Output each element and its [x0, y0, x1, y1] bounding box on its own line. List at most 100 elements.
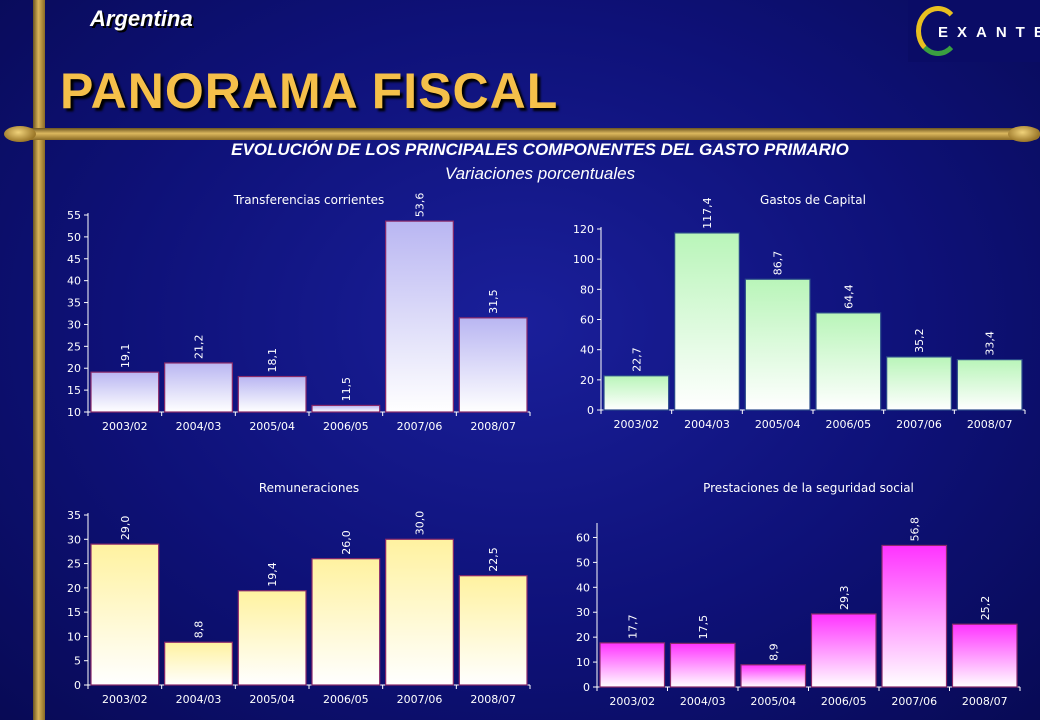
chart-title: Gastos de Capital: [760, 193, 866, 207]
y-tick-label: 35: [67, 297, 81, 310]
x-tick-label: 2008/07: [470, 693, 516, 706]
bar-2003/02: [599, 642, 666, 688]
y-tick-label: 80: [580, 283, 594, 296]
y-tick-label: 55: [67, 209, 81, 222]
bar-2008/07: [458, 317, 528, 413]
chart-title: Prestaciones de la seguridad social: [703, 481, 914, 495]
bar-2003/02: [90, 543, 160, 686]
bar-2003/02: [603, 375, 670, 411]
data-label: 29,3: [838, 585, 851, 610]
y-tick-label: 40: [580, 344, 594, 357]
y-tick-label: 25: [67, 340, 81, 353]
bar-2003/02: [90, 371, 160, 413]
data-label: 8,9: [767, 643, 780, 661]
x-tick-label: 2006/05: [323, 420, 369, 433]
chart-title: Transferencias corrientes: [233, 193, 385, 207]
x-tick-label: 2004/03: [176, 420, 222, 433]
chart-prestaciones-svg: Prestaciones de la seguridad social 0 10 20…: [576, 481, 1021, 708]
y-tick-label: 0: [587, 404, 594, 417]
data-label: 21,2: [193, 334, 206, 359]
data-label: 17,5: [697, 615, 710, 640]
decorative-horizontal-bar: [10, 128, 1040, 140]
bar-2004/03: [674, 232, 740, 411]
chart-remuneraciones: Remuneraciones 0 5 10 15 20 25 30 35 29,0 2003/02 8…: [30, 478, 540, 720]
y-tick-label: 5: [74, 655, 81, 668]
bar-2005/04: [237, 590, 307, 686]
bar-2007/06: [881, 544, 948, 688]
chart-prestaciones: Prestaciones de la seguridad social 0 10 20…: [545, 478, 1040, 720]
data-label: 26,0: [340, 530, 353, 555]
y-tick-label: 120: [573, 223, 594, 236]
x-tick-label: 2008/07: [470, 420, 516, 433]
y-tick-label: 40: [576, 581, 590, 594]
bar-2004/03: [164, 641, 233, 686]
bar-2008/07: [956, 359, 1023, 411]
data-label: 17,7: [626, 614, 639, 639]
data-label: 64,4: [842, 284, 855, 309]
data-label: 22,7: [630, 347, 643, 372]
chart-remuneraciones-svg: Remuneraciones 0 5 10 15 20 25 30 35 29,0 2003/02 8…: [67, 481, 531, 706]
bar-2004/03: [164, 362, 233, 413]
data-label: 53,6: [414, 193, 427, 218]
x-tick-label: 2007/06: [397, 420, 443, 433]
x-tick-label: 2007/06: [397, 693, 443, 706]
chart-transferencias-svg: Transferencias corrientes 10 15 20 25 30 35 40 4…: [67, 193, 531, 433]
bar-2005/04: [740, 664, 807, 688]
x-tick-label: 2007/06: [896, 418, 942, 431]
bar-2007/06: [385, 538, 454, 686]
data-label: 86,7: [772, 251, 785, 276]
x-tick-label: 2003/02: [102, 420, 148, 433]
y-tick-label: 35: [67, 509, 81, 522]
y-tick-label: 20: [67, 582, 81, 595]
logo-ring-icon: [916, 6, 960, 56]
chart-gastos-capital-svg: Gastos de Capital 0 20 40 60 80 100 120 22,7 2003…: [573, 193, 1026, 431]
bar-2004/03: [669, 642, 736, 688]
x-tick-label: 2008/07: [962, 695, 1008, 708]
horizontal-bar-right-cap: [1008, 126, 1040, 142]
y-tick-label: 40: [67, 275, 81, 288]
y-tick-label: 0: [583, 681, 590, 694]
x-tick-label: 2007/06: [891, 695, 937, 708]
data-label: 31,5: [487, 289, 500, 314]
x-tick-label: 2006/05: [821, 695, 867, 708]
chart-title: Remuneraciones: [259, 481, 359, 495]
horizontal-bar-left-cap: [4, 126, 36, 142]
data-label: 29,0: [119, 516, 132, 541]
x-tick-label: 2005/04: [755, 418, 801, 431]
x-tick-label: 2005/04: [249, 420, 295, 433]
data-label: 30,0: [414, 511, 427, 536]
country-label: Argentina: [90, 6, 193, 31]
data-label: 19,4: [266, 562, 279, 587]
y-tick-label: 30: [67, 533, 81, 546]
x-tick-label: 2008/07: [967, 418, 1013, 431]
bar-2008/07: [458, 575, 528, 686]
x-tick-label: 2003/02: [613, 418, 659, 431]
bar-2006/05: [810, 613, 877, 688]
x-tick-label: 2004/03: [680, 695, 726, 708]
y-tick-label: 30: [67, 318, 81, 331]
x-tick-label: 2006/05: [323, 693, 369, 706]
y-tick-label: 25: [67, 558, 81, 571]
y-tick-label: 20: [580, 374, 594, 387]
bar-2006/05: [311, 404, 381, 413]
y-tick-label: 20: [67, 362, 81, 375]
y-tick-label: 15: [67, 606, 81, 619]
y-tick-label: 45: [67, 253, 81, 266]
y-tick-label: 60: [576, 531, 590, 544]
data-label: 25,2: [979, 596, 992, 621]
data-label: 22,5: [487, 547, 500, 572]
chart-section-title: EVOLUCIÓN DE LOS PRINCIPALES COMPONENTES…: [231, 140, 849, 159]
bar-2006/05: [815, 312, 882, 411]
y-tick-label: 10: [67, 630, 81, 643]
data-label: 56,8: [908, 517, 921, 542]
bar-2007/06: [385, 220, 454, 413]
y-tick-label: 10: [576, 656, 590, 669]
data-label: 19,1: [119, 344, 132, 369]
bar-2005/04: [744, 278, 811, 411]
bar-2005/04: [237, 375, 307, 413]
data-label: 18,1: [266, 348, 279, 373]
y-tick-label: 30: [576, 606, 590, 619]
x-tick-label: 2003/02: [102, 693, 148, 706]
y-tick-label: 50: [67, 231, 81, 244]
